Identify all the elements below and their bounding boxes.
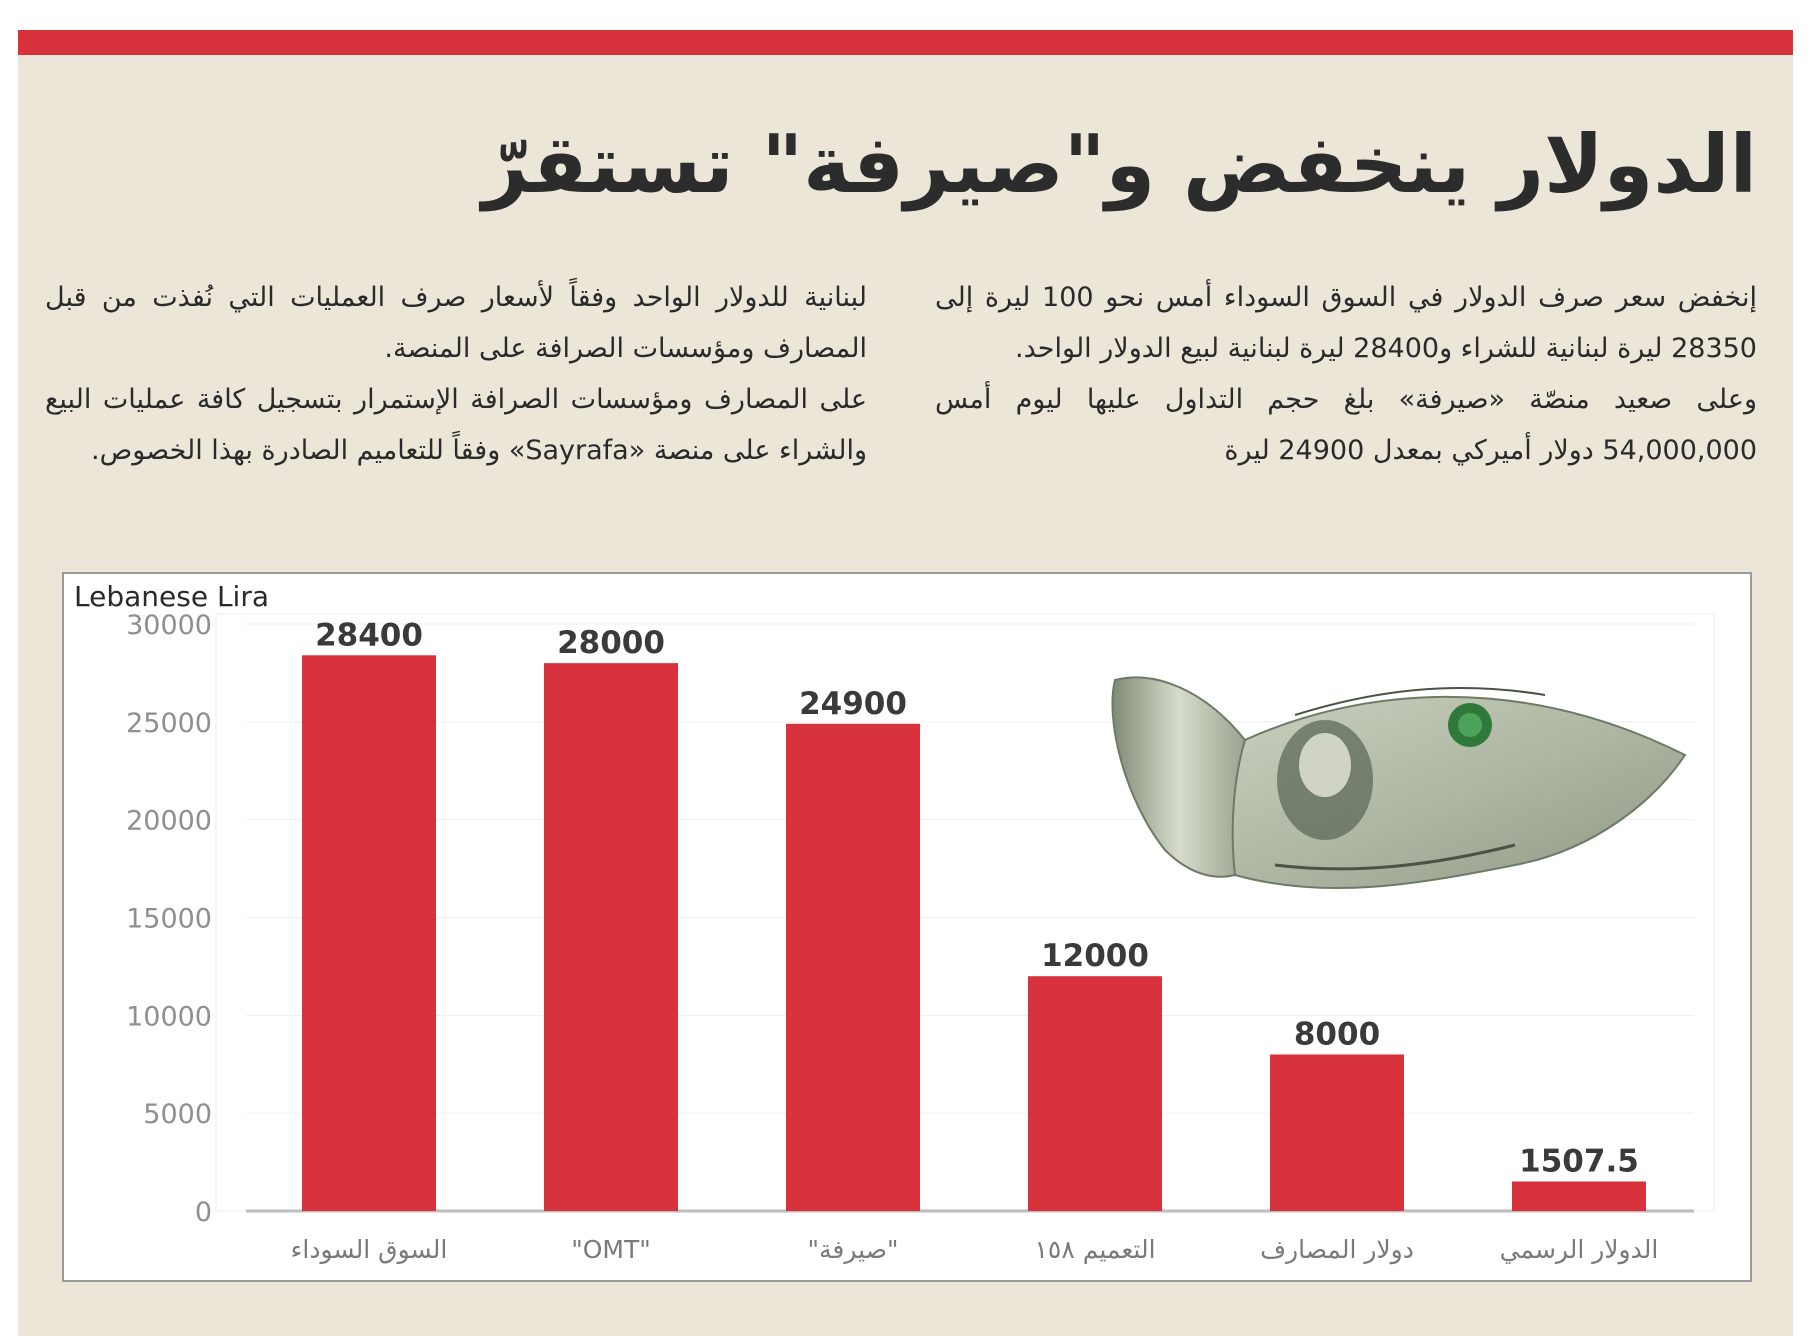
y-tick-label: 15000 bbox=[126, 904, 212, 935]
x-category-label: السوق السوداء bbox=[291, 1235, 448, 1264]
chart-container: Lebanese Lira 0 5000 10000 15000 20000 25000 30… bbox=[62, 572, 1752, 1282]
bar-value-label: 28000 bbox=[557, 625, 665, 661]
y-tick-label: 0 bbox=[195, 1197, 212, 1228]
chart-title: Lebanese Lira bbox=[74, 580, 269, 613]
bar-value-label: 12000 bbox=[1041, 938, 1149, 974]
headline: الدولار ينخفض و"صيرفة" تستقرّ bbox=[482, 118, 1757, 211]
y-tick-label: 5000 bbox=[143, 1099, 212, 1130]
top-accent-bar bbox=[18, 30, 1793, 55]
article-column-right: إنخفض سعر صرف الدولار في السوق السوداء أ… bbox=[935, 272, 1757, 476]
bar-value-label: 8000 bbox=[1294, 1016, 1380, 1052]
article-paragraph: على المصارف ومؤسسات الصرافة الإستمرار بت… bbox=[45, 384, 867, 466]
bar bbox=[1512, 1181, 1646, 1211]
article-paragraph: وعلى صعيد منصّة «صيرفة» بلغ حجم التداول … bbox=[935, 384, 1757, 466]
bar-value-label: 28400 bbox=[315, 617, 423, 653]
x-category-label: دولار المصارف bbox=[1260, 1235, 1414, 1265]
x-category-label: التعميم ١٥٨ bbox=[1034, 1235, 1155, 1265]
bar-chart: Lebanese Lira 0 5000 10000 15000 20000 25000 30… bbox=[74, 580, 1715, 1265]
y-tick-label: 20000 bbox=[126, 806, 212, 837]
bar bbox=[1270, 1054, 1404, 1211]
bar bbox=[302, 655, 436, 1211]
y-tick-label: 10000 bbox=[126, 1001, 212, 1032]
x-category-label: "صيرفة" bbox=[808, 1235, 899, 1264]
bar bbox=[786, 723, 920, 1211]
bar bbox=[1028, 976, 1162, 1211]
y-tick-label: 25000 bbox=[126, 708, 212, 739]
y-tick-label: 30000 bbox=[126, 610, 212, 641]
x-category-label: "OMT" bbox=[571, 1235, 651, 1264]
article-column-left: لبنانية للدولار الواحد وفقاً لأسعار صرف … bbox=[45, 272, 867, 476]
bar-value-label: 1507.5 bbox=[1519, 1144, 1639, 1180]
article-paragraph: إنخفض سعر صرف الدولار في السوق السوداء أ… bbox=[935, 282, 1757, 364]
x-category-label: الدولار الرسمي bbox=[1500, 1235, 1659, 1265]
article-paragraph: لبنانية للدولار الواحد وفقاً لأسعار صرف … bbox=[45, 282, 867, 364]
bar bbox=[544, 663, 678, 1211]
dollar-bill-icon bbox=[1111, 676, 1687, 890]
bar-value-label: 24900 bbox=[799, 686, 907, 722]
